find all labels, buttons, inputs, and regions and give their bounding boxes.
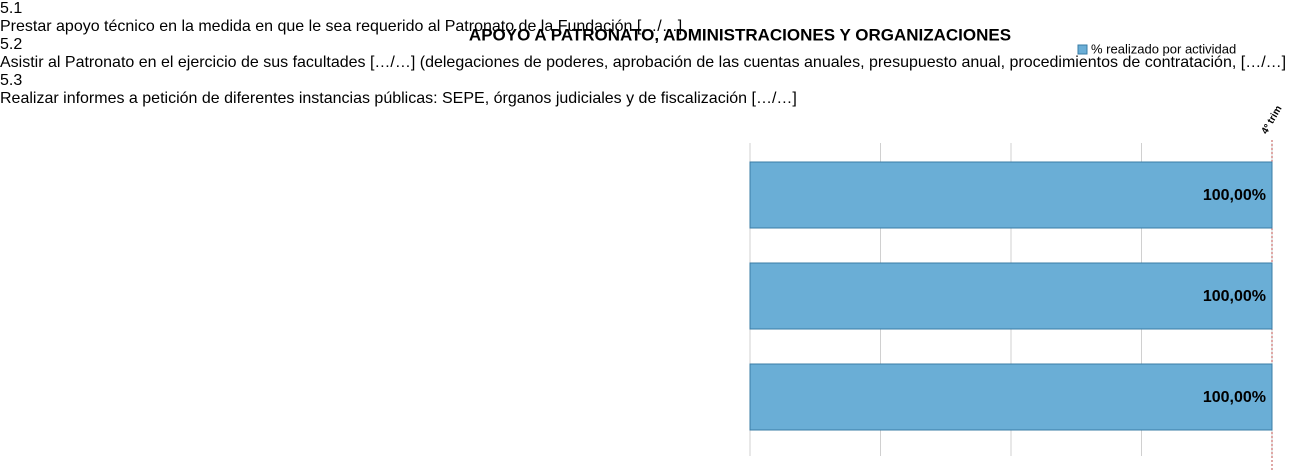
table-row: 5.2 Asistir al Patronato en el ejercicio … bbox=[0, 36, 1296, 72]
row-code: 5.2 bbox=[0, 36, 23, 53]
legend-swatch bbox=[1077, 44, 1088, 55]
row-code-cell: 5.3 bbox=[0, 72, 1296, 90]
row-code-cell: 5.1 bbox=[0, 0, 1296, 18]
chart-title: APOYO A PATRONATO, ADMINISTRACIONES Y OR… bbox=[469, 25, 1011, 44]
bar bbox=[749, 161, 1273, 229]
bar bbox=[749, 262, 1273, 330]
legend-label: % realizado por actividad bbox=[1091, 41, 1236, 56]
value-label: 100,00% bbox=[1203, 288, 1266, 305]
row-code: 5.3 bbox=[0, 72, 23, 89]
row-code-cell: 5.2 bbox=[0, 36, 1296, 54]
annotation-label: 4º trim bbox=[1260, 104, 1285, 136]
value-label: 100,00% bbox=[1203, 389, 1266, 406]
value-label: 100,00% bbox=[1203, 187, 1266, 204]
table-row: 5.1 Prestar apoyo técnico en la medida en… bbox=[0, 0, 1296, 36]
label-table: 5.1 Prestar apoyo técnico en la medida en… bbox=[0, 0, 1296, 108]
row-description: Asistir al Patronato en el ejercicio de … bbox=[0, 54, 1287, 71]
row-description: Prestar apoyo técnico en la medida en qu… bbox=[0, 18, 683, 35]
row-code: 5.1 bbox=[0, 0, 23, 17]
table-row: 5.3 Realizar informes a petición de difer… bbox=[0, 72, 1296, 108]
row-description: Realizar informes a petición de diferent… bbox=[0, 90, 797, 107]
bar bbox=[749, 363, 1273, 431]
